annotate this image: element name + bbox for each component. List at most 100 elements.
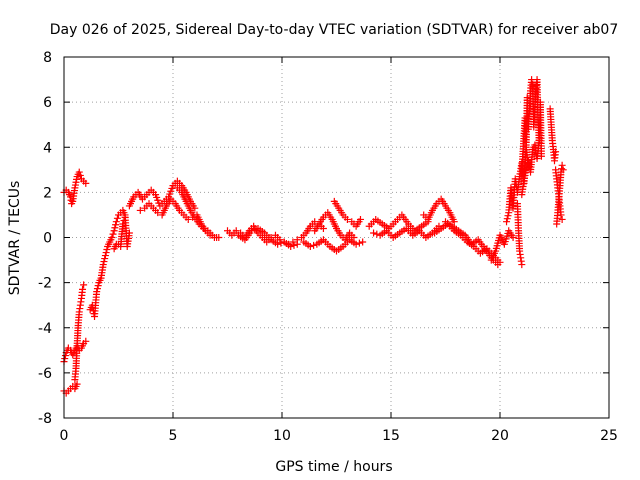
y-tick-label: 4 [43,140,52,156]
data-point [359,238,367,246]
data-points [60,76,567,397]
data-point [557,211,565,219]
series-s3 [71,281,88,384]
series-s13 [311,209,358,244]
data-point [289,238,297,246]
x-tick-labels: 0 5 10 15 20 25 [60,428,618,444]
data-point [558,215,566,223]
data-point [232,227,240,235]
data-point [352,240,360,248]
y-tick-label: 8 [43,50,52,66]
series-s7 [125,177,199,212]
data-point [102,249,110,257]
data-point [121,213,129,221]
data-point [61,352,69,360]
data-point [93,285,101,293]
data-point [503,215,511,223]
series-s23 [518,76,545,178]
y-tick-label: 6 [43,95,52,111]
series-s25 [546,105,560,165]
data-point [99,261,107,269]
data-point [119,220,127,228]
y-tick-label: -8 [38,411,52,427]
data-point [552,148,560,156]
data-point [310,241,318,249]
data-point [343,215,351,223]
x-tick-label: 20 [491,428,509,444]
series-s16 [370,222,443,241]
data-point [287,243,295,251]
data-point [94,282,102,290]
data-point [82,179,90,187]
data-point [113,214,121,222]
data-point [213,234,221,241]
data-point [350,234,358,241]
data-point [535,136,543,144]
series-s5 [86,206,133,320]
data-point [136,206,144,214]
data-point [80,281,88,289]
data-point [503,218,511,226]
data-point [293,240,301,248]
data-point [73,380,81,388]
x-tick-label: 15 [382,428,400,444]
data-point [509,234,517,241]
data-point [120,217,128,225]
series-s19 [442,218,502,269]
y-tick-label: 2 [43,185,52,201]
series-s9 [173,184,221,241]
data-point [100,258,108,266]
data-point [75,168,83,176]
data-point [370,229,378,237]
chart-title: Day 026 of 2025, Sidereal Day-to-day VTE… [50,22,619,38]
data-point [79,285,87,293]
series-s12 [300,236,367,255]
series-s8 [136,195,223,241]
data-point [356,215,364,223]
series-s17 [420,195,458,226]
data-point [200,224,208,232]
y-tick-labels: -8 -6 -4 -2 0 2 4 6 8 [38,50,52,427]
data-point [319,224,327,232]
data-point [355,239,363,247]
data-point [290,241,298,249]
data-point [112,221,120,229]
data-point [101,255,109,263]
y-tick-label: 0 [43,231,52,247]
plot-frame [63,56,610,419]
x-axis-label: GPS time / hours [275,459,392,475]
y-axis-label: SDTVAR / TECUs [7,181,23,296]
data-point [125,229,133,237]
data-point [103,246,111,254]
series-s20 [487,227,517,264]
data-point [76,171,84,179]
data-point [450,218,458,226]
data-point [112,218,120,226]
series-s24 [518,136,543,199]
y-tick-label: -2 [38,276,52,292]
data-point [558,161,566,169]
data-point [82,337,90,345]
data-point [247,227,255,235]
data-point [108,234,116,241]
data-point [559,166,567,174]
data-point [208,231,216,239]
data-point [504,212,512,220]
x-tick-label: 25 [600,428,618,444]
series-s22 [513,200,526,269]
series-s11 [234,224,301,251]
data-point [276,236,284,244]
data-point [93,288,101,296]
data-point [109,230,117,238]
data-point [110,227,118,235]
data-point [111,224,119,232]
data-point [274,240,282,248]
x-tick-label: 0 [60,428,69,444]
data-point [494,261,502,269]
series-s6 [110,213,129,253]
data-point [101,252,109,260]
series-s14 [330,197,364,230]
data-point [518,261,526,269]
data-point [184,215,192,223]
